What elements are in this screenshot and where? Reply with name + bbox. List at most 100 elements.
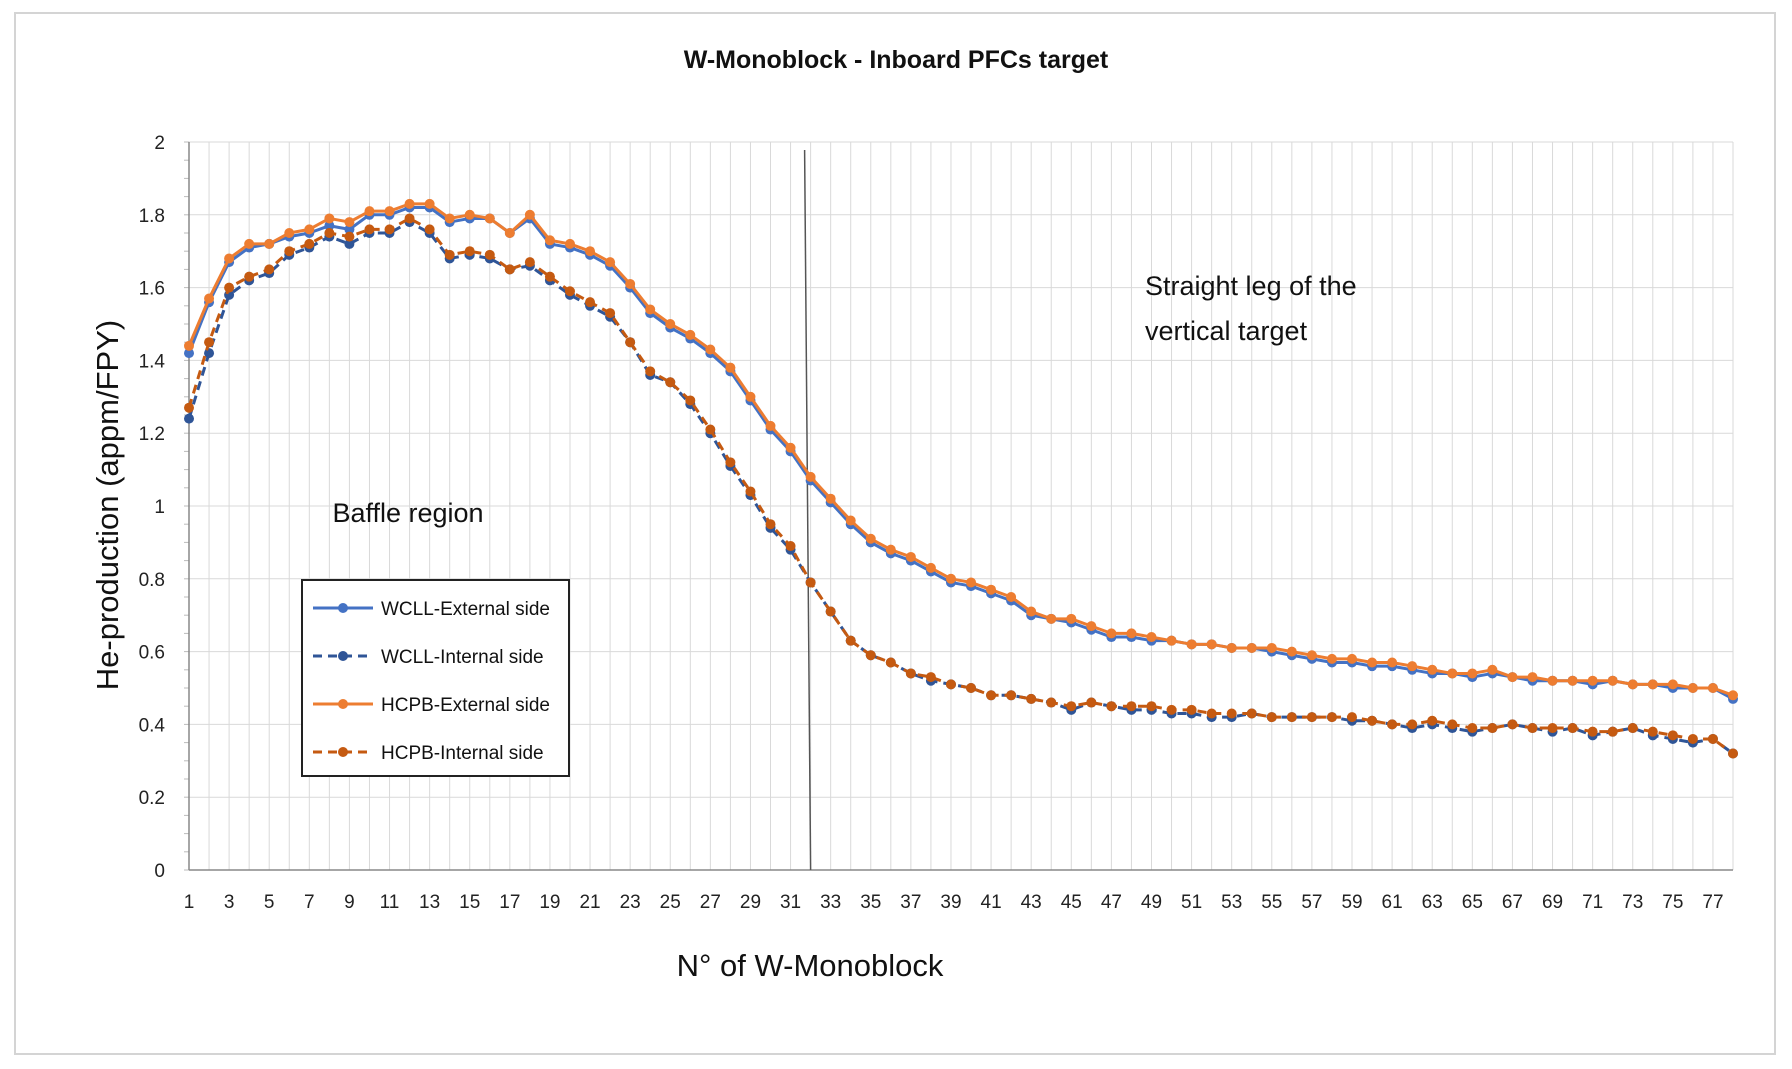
data-point	[1086, 621, 1097, 632]
data-point	[1687, 733, 1698, 744]
data-point	[645, 304, 656, 315]
x-tick-label: 7	[304, 892, 315, 913]
data-point	[184, 402, 194, 413]
data-point	[925, 562, 936, 573]
data-point	[1647, 726, 1658, 737]
data-point	[865, 533, 876, 544]
data-point	[1667, 679, 1678, 690]
x-tick-label: 35	[860, 892, 881, 913]
data-point	[1447, 719, 1458, 730]
data-point	[1146, 632, 1157, 643]
legend-swatch-marker	[338, 603, 348, 613]
y-tick-label: 1.2	[139, 424, 165, 445]
x-tick-label: 41	[981, 892, 1002, 913]
y-tick-label: 1.8	[139, 206, 165, 227]
data-point	[404, 213, 415, 224]
y-tick-label: 0.2	[139, 788, 165, 809]
x-tick-label: 31	[780, 892, 801, 913]
data-point	[1347, 712, 1358, 723]
data-point	[665, 377, 676, 388]
data-point	[184, 413, 194, 424]
data-point	[1467, 723, 1478, 734]
data-point	[1286, 646, 1297, 657]
series-hcpb-external-side	[184, 198, 1738, 701]
data-point	[1527, 723, 1538, 734]
legend-swatch-marker	[338, 747, 348, 757]
data-point	[524, 257, 535, 268]
data-point	[905, 551, 916, 562]
data-point	[625, 278, 636, 289]
data-point	[364, 224, 375, 235]
chart-frame	[14, 12, 1776, 1055]
x-tick-label: 65	[1462, 892, 1483, 913]
data-point	[1527, 672, 1538, 683]
data-point	[705, 344, 716, 355]
data-point	[1266, 642, 1277, 653]
data-point	[1206, 708, 1217, 719]
data-point	[705, 424, 716, 435]
data-point	[1707, 733, 1718, 744]
data-point	[184, 348, 194, 359]
data-point	[1627, 723, 1638, 734]
legend-box	[301, 579, 570, 777]
data-point	[625, 337, 636, 348]
data-point	[1707, 683, 1718, 693]
x-tick-label: 61	[1382, 892, 1403, 913]
data-point	[845, 635, 856, 646]
data-point	[424, 198, 435, 209]
x-tick-label: 29	[740, 892, 761, 913]
data-point	[1106, 701, 1117, 712]
data-point	[364, 206, 375, 217]
data-point	[1407, 719, 1418, 730]
data-point	[925, 672, 936, 683]
data-point	[1186, 639, 1197, 650]
data-point	[504, 228, 515, 238]
data-point	[1026, 693, 1037, 704]
data-point	[1427, 715, 1438, 726]
data-point	[1106, 628, 1117, 639]
data-point	[324, 220, 335, 231]
data-point	[1607, 726, 1618, 737]
data-point	[284, 228, 295, 238]
y-tick-label: 0	[154, 861, 165, 882]
data-point	[1186, 704, 1197, 715]
data-point	[805, 577, 816, 588]
data-point	[745, 391, 756, 402]
data-point	[1667, 730, 1678, 741]
x-tick-label: 71	[1582, 892, 1603, 913]
legend-label: HCPB-Internal side	[381, 743, 544, 764]
data-point	[1387, 657, 1398, 668]
data-point	[1427, 664, 1438, 675]
data-point	[1507, 719, 1518, 730]
x-tick-label: 53	[1221, 892, 1242, 913]
data-point	[444, 213, 455, 224]
data-point	[1547, 675, 1558, 686]
x-tick-label: 37	[900, 892, 921, 913]
data-point	[344, 217, 355, 228]
legend-label: HCPB-External side	[381, 695, 550, 716]
data-point	[1367, 715, 1378, 726]
data-point	[945, 573, 956, 584]
data-point	[1627, 679, 1638, 690]
data-point	[685, 329, 696, 340]
data-point	[344, 231, 355, 242]
data-point	[484, 213, 495, 224]
data-point	[645, 366, 656, 377]
data-point	[204, 293, 215, 304]
annotation-straight-leg-line2: vertical target	[1145, 316, 1308, 346]
data-point	[504, 264, 515, 275]
data-point	[765, 420, 776, 431]
data-point	[464, 209, 475, 220]
data-point	[685, 395, 696, 406]
data-point	[244, 238, 255, 249]
data-point	[1607, 675, 1618, 686]
data-point	[344, 224, 355, 235]
y-tick-label: 1	[154, 497, 165, 518]
x-tick-label: 63	[1422, 892, 1443, 913]
x-tick-label: 5	[264, 892, 275, 913]
data-point	[725, 457, 736, 468]
data-point	[1347, 653, 1358, 664]
x-tick-label: 43	[1021, 892, 1042, 913]
region-separator-line	[803, 149, 812, 871]
data-point	[1066, 613, 1077, 624]
